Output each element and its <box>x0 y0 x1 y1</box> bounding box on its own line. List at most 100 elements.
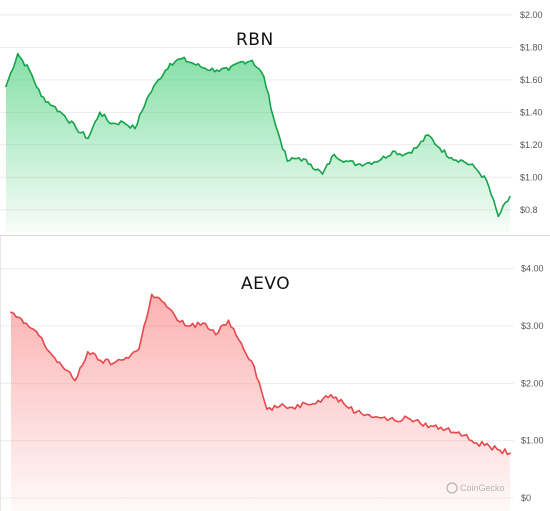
data-point <box>356 411 358 413</box>
data-point <box>445 428 447 430</box>
data-point <box>125 357 127 359</box>
data-point <box>275 124 277 126</box>
data-point <box>151 294 153 296</box>
data-point <box>343 403 345 405</box>
data-point <box>138 348 140 350</box>
y-tick-label: $1.20 <box>520 140 543 150</box>
data-point <box>509 196 511 198</box>
data-point <box>304 403 306 405</box>
data-point <box>345 160 347 162</box>
data-point <box>497 215 499 217</box>
data-point <box>122 121 124 123</box>
data-point <box>333 154 335 156</box>
data-point <box>474 167 476 169</box>
data-point <box>112 362 114 364</box>
data-point <box>61 365 63 367</box>
data-point <box>36 331 38 333</box>
data-point <box>23 322 25 324</box>
data-point <box>471 440 473 442</box>
data-point <box>266 408 268 410</box>
data-point <box>357 163 359 165</box>
data-point <box>87 351 89 353</box>
data-point <box>381 417 383 419</box>
data-point <box>394 420 396 422</box>
chart-title-rbn: RBN <box>236 30 274 50</box>
y-tick-label: $3.00 <box>521 321 544 331</box>
data-point <box>40 95 42 97</box>
data-point <box>509 452 511 454</box>
data-point <box>164 302 166 304</box>
data-point <box>181 58 183 60</box>
data-point <box>368 414 370 416</box>
data-point <box>228 69 230 71</box>
y-tick-label: $0.8 <box>520 205 538 215</box>
data-point <box>404 154 406 156</box>
data-point <box>486 180 488 182</box>
data-point <box>330 394 332 396</box>
y-tick-label: $1.80 <box>520 42 543 52</box>
data-point <box>496 448 498 450</box>
data-point <box>10 311 12 313</box>
watermark-text: CoinGecko <box>460 483 505 493</box>
data-point <box>286 160 288 162</box>
data-point <box>420 423 422 425</box>
data-point <box>458 431 460 433</box>
data-point <box>450 157 452 159</box>
data-point <box>215 334 217 336</box>
y-tick-label: $4.00 <box>521 264 544 274</box>
data-point <box>189 325 191 327</box>
y-tick-label: $1.40 <box>520 107 543 117</box>
data-point <box>134 128 136 130</box>
data-point <box>48 351 50 353</box>
data-point <box>279 405 281 407</box>
data-point <box>380 159 382 161</box>
data-point <box>100 360 102 362</box>
data-point <box>317 400 319 402</box>
y-tick-label: $1.00 <box>520 172 543 182</box>
data-point <box>75 128 77 130</box>
y-tick-label: $0 <box>521 493 531 503</box>
data-point <box>228 319 230 321</box>
y-tick-label: $1.00 <box>521 436 544 446</box>
y-tick-label: $2.00 <box>521 378 544 388</box>
rbn-chart-svg: $2.00 $1.80 $1.60 $1.40 $1.20 $1.00 $0.8 <box>0 0 550 232</box>
y-tick-label: $2.00 <box>520 10 543 20</box>
data-point <box>204 68 206 70</box>
data-point <box>5 85 7 87</box>
data-point <box>251 59 253 61</box>
data-point <box>263 76 265 78</box>
data-point <box>17 53 19 55</box>
data-point <box>462 160 464 162</box>
data-point <box>169 63 171 65</box>
data-point <box>52 105 54 107</box>
data-point <box>157 79 159 81</box>
data-point <box>415 147 417 149</box>
y-tick-label: $1.60 <box>520 75 543 85</box>
rbn-chart-panel: $2.00 $1.80 $1.60 $1.40 $1.20 $1.00 $0.8 RBN <box>0 0 550 232</box>
data-point <box>193 63 195 65</box>
data-point <box>64 115 66 117</box>
data-point <box>202 322 204 324</box>
data-point <box>432 425 434 427</box>
aevo-chart-panel: $4.00 $3.00 $2.00 $1.00 $0 CoinGecko AEVO <box>0 235 550 511</box>
data-point <box>322 173 324 175</box>
data-point <box>29 69 31 71</box>
data-point <box>176 319 178 321</box>
data-point <box>298 157 300 159</box>
data-point <box>99 111 101 113</box>
data-point <box>240 61 242 63</box>
data-point <box>310 163 312 165</box>
data-point <box>407 417 409 419</box>
data-point <box>87 137 89 139</box>
data-point <box>484 444 486 446</box>
data-point <box>292 407 294 409</box>
data-point <box>146 98 148 100</box>
data-point <box>392 150 394 152</box>
data-point <box>427 134 429 136</box>
series-area <box>11 295 510 511</box>
data-point <box>216 69 218 71</box>
chart-title-aevo: AEVO <box>241 274 290 294</box>
data-point <box>111 123 113 125</box>
data-point <box>253 365 255 367</box>
data-point <box>240 342 242 344</box>
